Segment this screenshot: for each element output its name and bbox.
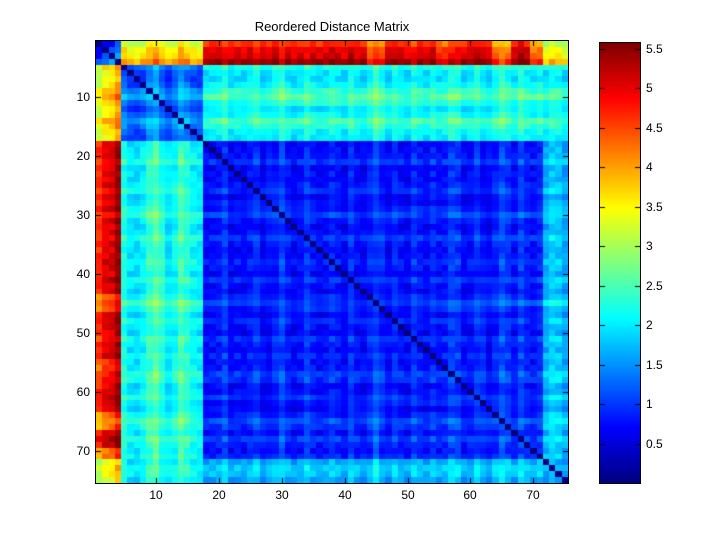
x-tick-label: 30 (275, 488, 289, 502)
colorbar-canvas (599, 42, 641, 484)
x-tick-label: 50 (401, 488, 415, 502)
colorbar-tick-label: 0.5 (646, 437, 663, 451)
colorbar-tick-label: 5.5 (646, 42, 663, 56)
heatmap-canvas (95, 40, 569, 484)
x-tick-label: 10 (149, 488, 163, 502)
colorbar-tick-label: 2.5 (646, 279, 663, 293)
x-tick-label: 20 (212, 488, 226, 502)
colorbar-tick-label: 3 (646, 239, 653, 253)
y-tick-label: 40 (76, 267, 90, 281)
y-tick-label: 70 (76, 444, 90, 458)
colorbar-tick-label: 1 (646, 397, 653, 411)
colorbar-tick-label: 3.5 (646, 200, 663, 214)
x-tick-label: 40 (338, 488, 352, 502)
y-tick-label: 10 (76, 90, 90, 104)
colorbar-tick-label: 5 (646, 81, 653, 95)
y-tick-label: 50 (76, 326, 90, 340)
colorbar-tick-label: 4.5 (646, 121, 663, 135)
colorbar-tick-label: 2 (646, 318, 653, 332)
y-tick-label: 60 (76, 385, 90, 399)
x-tick-label: 60 (463, 488, 477, 502)
chart-title: Reordered Distance Matrix (254, 19, 410, 34)
y-tick-label: 20 (76, 149, 90, 163)
colorbar-tick-label: 1.5 (646, 358, 663, 372)
x-tick-label: 70 (526, 488, 540, 502)
y-tick-label: 30 (76, 208, 90, 222)
colorbar-tick-label: 4 (646, 160, 653, 174)
